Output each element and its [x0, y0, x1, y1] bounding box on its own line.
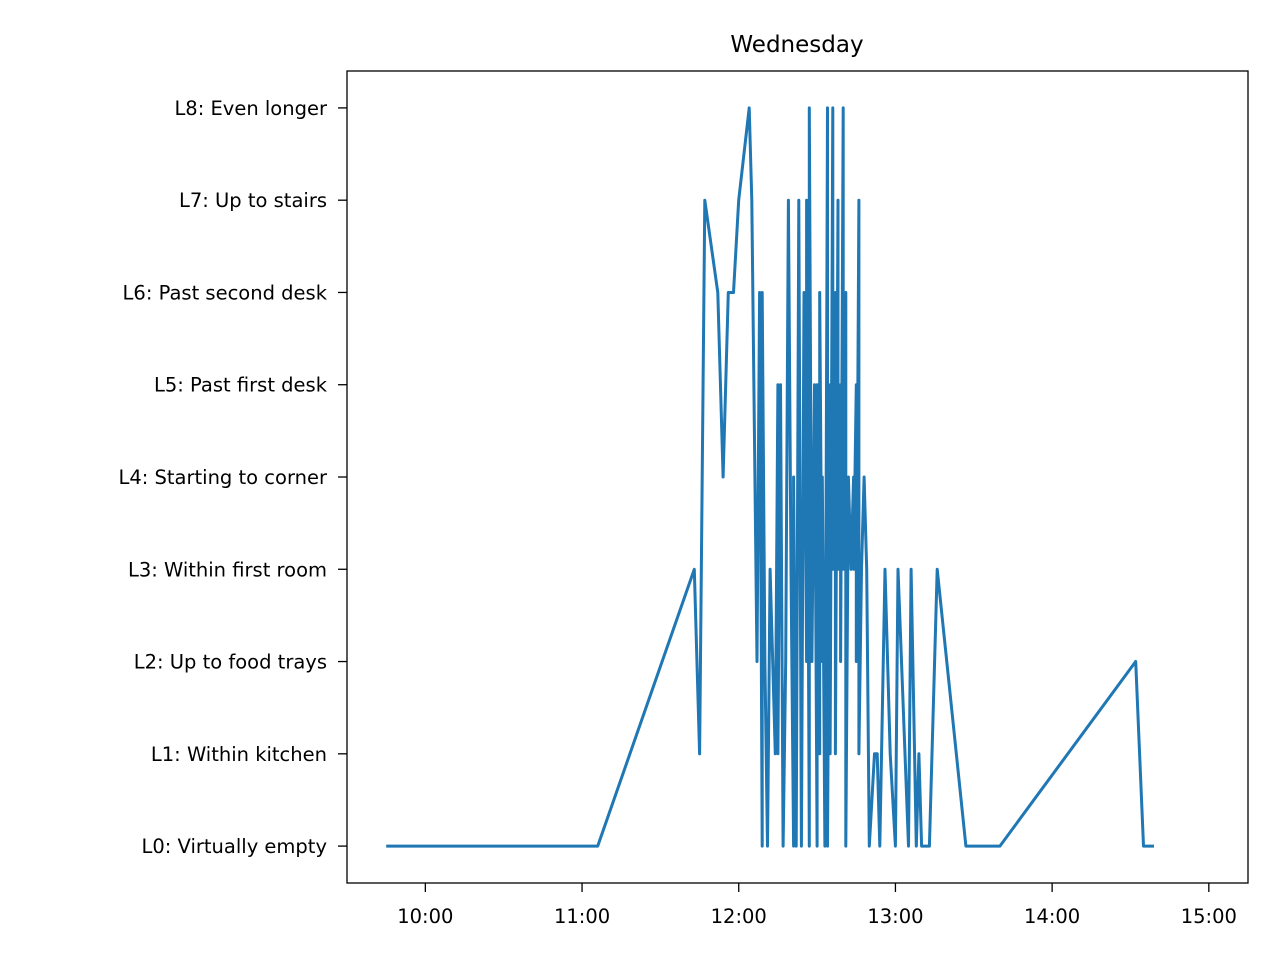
x-axis: 10:00 11:00 12:00 13:00 14:00 15:00: [397, 883, 1237, 928]
y-tick-label: L5: Past first desk: [154, 374, 328, 397]
x-tick-label: 11:00: [554, 905, 610, 928]
y-tick-label: L7: Up to stairs: [179, 189, 327, 212]
x-tick-label: 15:00: [1181, 905, 1237, 928]
y-axis: L0: Virtually empty L1: Within kitchen L2:…: [118, 97, 347, 858]
y-tick-label: L0: Virtually empty: [142, 835, 327, 858]
x-tick-label: 13:00: [867, 905, 923, 928]
y-tick-label: L8: Even longer: [174, 97, 328, 120]
series-layer: [386, 106, 1154, 848]
y-tick-label: L4: Starting to corner: [118, 466, 327, 489]
y-tick-label: L2: Up to food trays: [134, 651, 327, 674]
y-tick-label: L1: Within kitchen: [151, 743, 327, 766]
chart-title: Wednesday: [730, 32, 863, 58]
y-tick-label: L3: Within first room: [128, 558, 327, 581]
y-tick-label: L6: Past second desk: [123, 281, 328, 304]
series-line: [386, 106, 1154, 848]
x-tick-label: 12:00: [711, 905, 767, 928]
x-tick-label: 14:00: [1024, 905, 1080, 928]
x-tick-label: 10:00: [397, 905, 453, 928]
